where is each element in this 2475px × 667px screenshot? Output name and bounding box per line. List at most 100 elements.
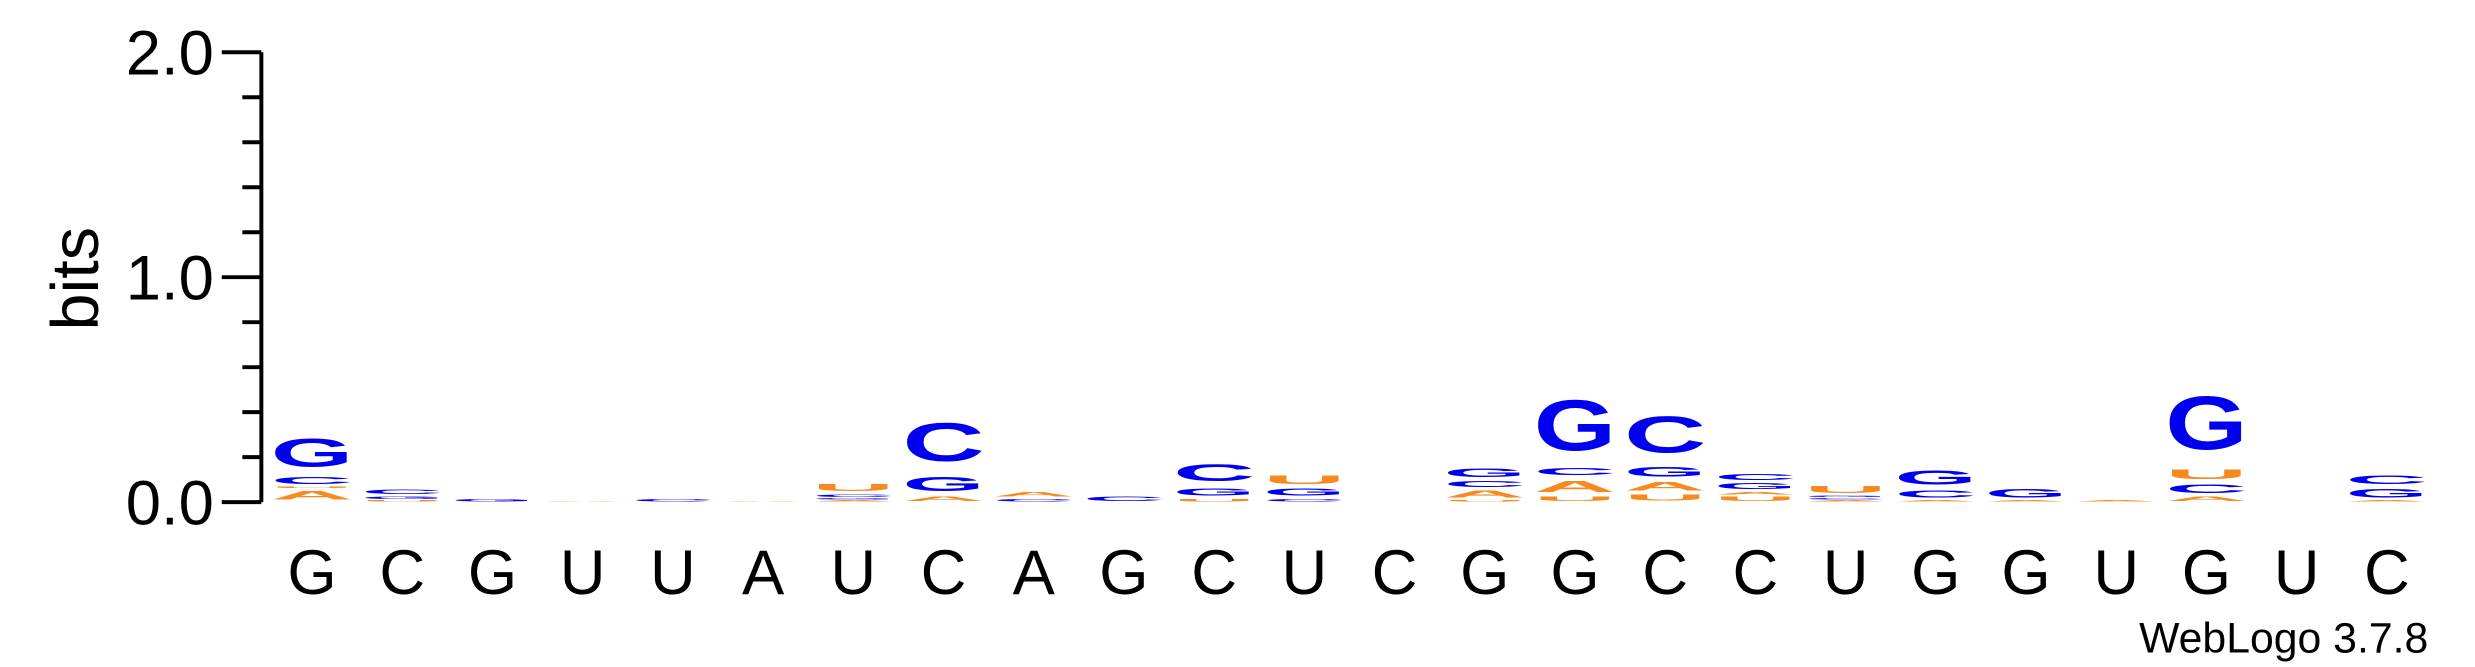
x-tick-label: C — [2364, 538, 2410, 608]
logo-stack-24: AGC — [2346, 473, 2428, 502]
logo-letter-C: C — [993, 498, 1075, 502]
x-tick-label: A — [1013, 538, 1056, 608]
weblogo-credit: WebLogo 3.7.8 — [2139, 615, 2428, 663]
logo-letter-C: C — [2165, 482, 2247, 495]
logo-letter-G: G — [1534, 386, 1616, 467]
x-tick-label: U — [830, 538, 876, 608]
logo-letter-U: U — [812, 482, 894, 493]
logo-letter-G: G — [902, 473, 984, 495]
logo-letter-U: U — [1534, 495, 1616, 502]
logo-letter-U: U — [361, 500, 443, 502]
x-tick-label: U — [650, 538, 696, 608]
logo-letter-C: C — [1714, 473, 1796, 482]
logo-letter-U: U — [1714, 495, 1796, 502]
logo-letter-G: G — [1895, 466, 1977, 488]
logo-letter-G: G — [1804, 495, 1886, 497]
y-tick-label: 2.0 — [126, 18, 214, 88]
logo-stack-20: AG — [1985, 486, 2067, 502]
logo-letter-A: A — [993, 491, 1075, 498]
logo-letter-G: G — [812, 498, 894, 500]
logo-stack-11: UGC — [1173, 460, 1255, 503]
logo-letter-A: A — [1624, 480, 1706, 493]
logo-letter-C: C — [632, 498, 714, 502]
logo-letter-A: A — [812, 500, 894, 502]
x-tick-label: G — [1550, 538, 1599, 608]
logo-letter-A: A — [1444, 489, 1526, 500]
logo-letter-U: U — [1173, 498, 1255, 502]
logo-letter-C: C — [1804, 498, 1886, 500]
logo-letter-A: A — [2165, 495, 2247, 502]
logo-letter-G: G — [1624, 464, 1706, 480]
logo-letter-G: G — [1985, 486, 2067, 499]
logo-letter-C: C — [1444, 480, 1526, 489]
logo-letter-U: U — [271, 486, 353, 488]
logo-letter-U: U — [2165, 466, 2247, 482]
logo-letter-A: A — [2075, 500, 2157, 502]
x-tick-label: U — [2093, 538, 2139, 608]
logo-stack-21: A — [2075, 500, 2157, 502]
logo-stack-8: AGC — [902, 412, 984, 502]
logo-letter-U: U — [1444, 500, 1526, 502]
logo-letter-G: G — [1444, 466, 1526, 479]
x-tick-label: G — [1911, 538, 1960, 608]
logo-letter-A: A — [902, 495, 984, 502]
logo-stack-19: ACG — [1895, 466, 1977, 502]
x-tick-label: A — [742, 538, 785, 608]
logo-letter-A: A — [541, 501, 623, 502]
y-axis-label: bits — [39, 227, 113, 331]
x-tick-label: U — [1823, 538, 1869, 608]
x-tick-label: G — [2182, 538, 2231, 608]
logo-stack-6: A — [722, 501, 804, 502]
logo-letter-C: C — [1173, 460, 1255, 487]
x-tick-label: C — [921, 538, 967, 608]
logo-letter-G: G — [1173, 486, 1255, 497]
logo-stack-9: CA — [993, 491, 1075, 502]
x-tick-label: G — [2001, 538, 2050, 608]
x-tick-label: U — [560, 538, 606, 608]
logo-letter-U: U — [1804, 484, 1886, 495]
logo-stack-5: C — [632, 498, 714, 502]
logo-stack-4: A — [541, 501, 623, 502]
logo-letter-A: A — [1534, 477, 1616, 495]
x-tick-label: G — [1460, 538, 1509, 608]
logo-letter-A: A — [271, 489, 353, 502]
logo-letter-C: C — [1624, 405, 1706, 463]
logo-letter-G: G — [361, 495, 443, 500]
logo-letter-G: G — [1263, 486, 1345, 497]
logo-letter-U: U — [1624, 493, 1706, 502]
logo-letter-A: A — [722, 501, 804, 502]
logo-letter-A: A — [2346, 500, 2428, 502]
x-tick-label: C — [1642, 538, 1688, 608]
logo-letter-C: C — [361, 489, 443, 496]
logo-stack-10: C — [1083, 495, 1165, 502]
logo-stack-2: UGC — [361, 489, 443, 502]
logo-letter-A: A — [1985, 500, 2067, 502]
x-tick-label: G — [287, 538, 336, 608]
logo-letter-A: A — [1895, 500, 1977, 502]
x-tick-label: G — [1099, 538, 1148, 608]
x-tick-label: C — [1372, 538, 1418, 608]
logo-letter-G: G — [2165, 380, 2247, 466]
y-tick-label: 0.0 — [126, 468, 214, 538]
logo-letter-C: C — [1263, 498, 1345, 502]
logo-letter-C: C — [812, 493, 894, 497]
logo-letter-A: A — [1804, 500, 1886, 502]
logo-letter-G: G — [271, 430, 353, 475]
x-tick-label: C — [379, 538, 425, 608]
logo-stack-3: G — [451, 498, 533, 503]
y-tick-label: 1.0 — [126, 243, 214, 313]
logo-letter-C: C — [902, 412, 984, 473]
logo-letter-A: A — [1714, 491, 1796, 495]
x-tick-label: C — [1733, 538, 1779, 608]
x-tick-label: U — [2274, 538, 2320, 608]
